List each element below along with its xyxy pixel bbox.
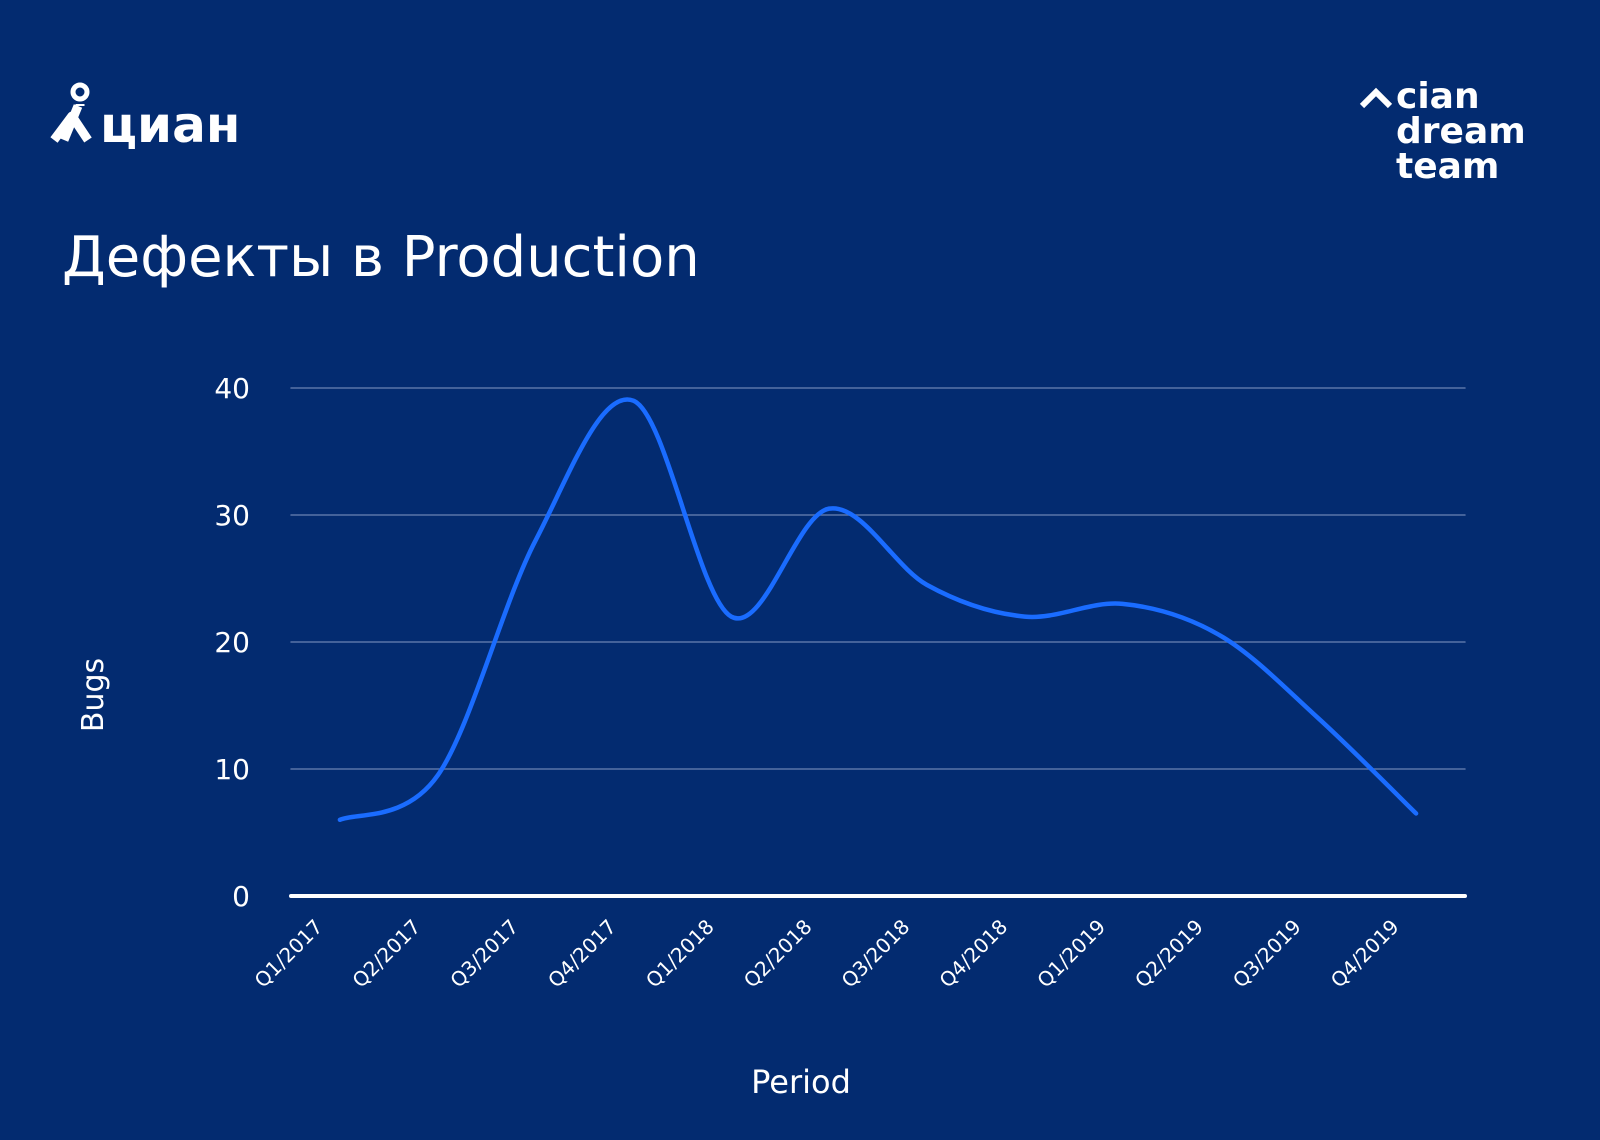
brand-line: team [1396, 146, 1499, 187]
brand-icon [1359, 87, 1393, 109]
line-series [337, 397, 1419, 823]
y-tick-label: 20 [214, 626, 250, 659]
logo-text: циан [100, 96, 240, 154]
logo-icon [50, 82, 92, 143]
brand-line: dream [1396, 111, 1526, 152]
y-tick-label: 10 [214, 753, 250, 786]
y-tick-label: 40 [214, 372, 250, 405]
y-tick-label: 0 [232, 880, 250, 913]
y-tick-label: 30 [214, 499, 250, 532]
y-axis-label: Bugs [76, 658, 111, 732]
chart-title: Дефекты в Production [62, 225, 700, 290]
brand-line: cian [1396, 76, 1480, 117]
x-axis-label: Period [751, 1063, 851, 1101]
